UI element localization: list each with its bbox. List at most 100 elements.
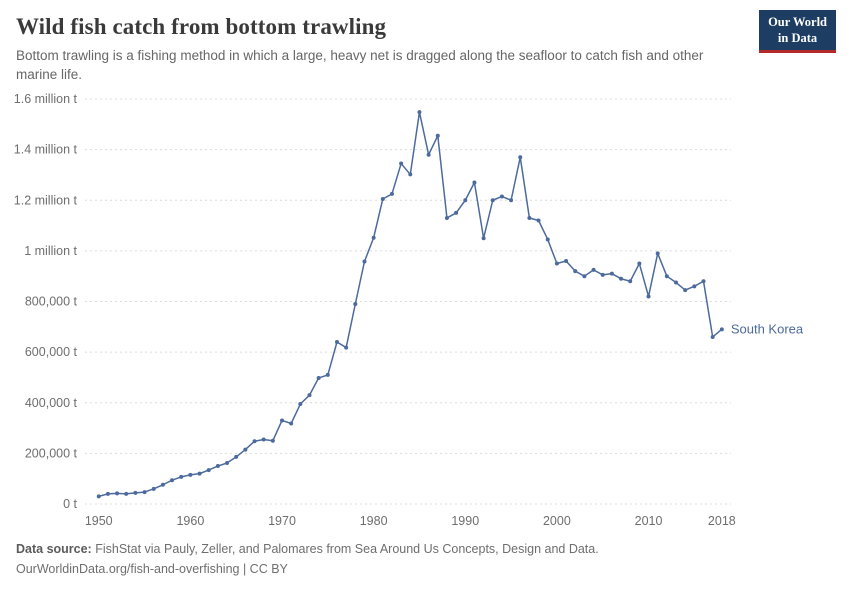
y-axis-tick-label: 800,000 t — [25, 294, 78, 308]
data-point[interactable] — [115, 491, 120, 496]
y-axis-tick-label: 0 t — [63, 497, 77, 511]
y-axis-tick-label: 400,000 t — [25, 396, 78, 410]
data-point[interactable] — [692, 284, 697, 289]
data-point[interactable] — [573, 268, 578, 273]
data-point[interactable] — [509, 198, 514, 203]
data-point[interactable] — [554, 261, 559, 266]
data-point[interactable] — [179, 474, 184, 479]
data-point[interactable] — [719, 327, 724, 332]
data-point[interactable] — [389, 191, 394, 196]
data-point[interactable] — [96, 494, 101, 499]
x-axis-tick-label: 1950 — [85, 514, 113, 528]
data-point[interactable] — [564, 258, 569, 263]
data-point[interactable] — [619, 276, 624, 281]
y-axis-tick-label: 600,000 t — [25, 345, 78, 359]
data-point[interactable] — [435, 133, 440, 138]
data-point[interactable] — [133, 490, 138, 495]
data-point[interactable] — [463, 198, 468, 203]
data-point[interactable] — [417, 109, 422, 114]
source-text: FishStat via Pauly, Zeller, and Palomare… — [91, 541, 599, 556]
data-point[interactable] — [426, 152, 431, 157]
chart-header: Wild fish catch from bottom trawling Our… — [0, 0, 850, 85]
data-point[interactable] — [582, 273, 587, 278]
data-point[interactable] — [536, 218, 541, 223]
data-point[interactable] — [316, 375, 321, 380]
data-point[interactable] — [490, 198, 495, 203]
data-point[interactable] — [142, 489, 147, 494]
data-point[interactable] — [170, 477, 175, 482]
data-point[interactable] — [683, 287, 688, 292]
data-point[interactable] — [353, 301, 358, 306]
data-point[interactable] — [655, 251, 660, 256]
x-axis-tick-label: 1960 — [176, 514, 204, 528]
data-point[interactable] — [160, 482, 165, 487]
line-series[interactable] — [98, 111, 723, 497]
data-point[interactable] — [225, 460, 230, 465]
owid-logo-line1: Our World — [768, 15, 827, 29]
data-point[interactable] — [472, 180, 477, 185]
data-point[interactable] — [206, 467, 211, 472]
owid-logo-line2: in Data — [777, 30, 818, 45]
y-axis-tick-label: 1.6 million t — [14, 92, 78, 106]
data-point[interactable] — [151, 486, 156, 491]
source-label: Data source: — [16, 541, 92, 556]
data-point[interactable] — [215, 463, 220, 468]
x-axis-tick-label: 1980 — [360, 514, 388, 528]
x-axis-tick-label: 2010 — [635, 514, 663, 528]
x-axis-tick-label: 2000 — [543, 514, 571, 528]
y-axis-tick-label: 1.4 million t — [14, 142, 78, 156]
data-point[interactable] — [408, 172, 413, 177]
source-line: Data source: FishStat via Pauly, Zeller,… — [16, 539, 834, 559]
y-axis-tick-label: 1.2 million t — [14, 193, 78, 207]
data-point[interactable] — [454, 210, 459, 215]
data-point[interactable] — [380, 196, 385, 201]
data-point[interactable] — [124, 491, 129, 496]
owid-logo[interactable]: Our World in Data — [759, 10, 836, 54]
data-point[interactable] — [609, 271, 614, 276]
data-point[interactable] — [243, 447, 248, 452]
data-point[interactable] — [628, 279, 633, 284]
data-point[interactable] — [710, 334, 715, 339]
data-point[interactable] — [701, 279, 706, 284]
data-point[interactable] — [289, 421, 294, 426]
data-point[interactable] — [545, 237, 550, 242]
data-point[interactable] — [298, 401, 303, 406]
data-point[interactable] — [280, 418, 285, 423]
data-point[interactable] — [261, 437, 266, 442]
data-point[interactable] — [105, 491, 110, 496]
data-point[interactable] — [591, 267, 596, 272]
data-point[interactable] — [334, 339, 339, 344]
data-point[interactable] — [307, 392, 312, 397]
data-point[interactable] — [499, 194, 504, 199]
series-label[interactable]: South Korea — [731, 321, 804, 336]
data-point[interactable] — [188, 472, 193, 477]
data-point[interactable] — [637, 261, 642, 266]
data-point[interactable] — [252, 439, 257, 444]
chart-footer: Data source: FishStat via Pauly, Zeller,… — [0, 537, 850, 579]
data-point[interactable] — [371, 235, 376, 240]
data-point[interactable] — [600, 272, 605, 277]
line-chart: 0 t 200,000 t 400,000 t 600,000 t 800,000 t 1… — [14, 92, 804, 528]
footer-link[interactable]: OurWorldinData.org/fish-and-overfishing — [16, 561, 240, 576]
x-axis-tick-label: 1990 — [451, 514, 479, 528]
data-point[interactable] — [527, 215, 532, 220]
data-point[interactable] — [674, 280, 679, 285]
data-point[interactable] — [344, 345, 349, 350]
chart-title: Wild fish catch from bottom trawling — [16, 14, 387, 39]
data-point[interactable] — [399, 161, 404, 166]
data-point[interactable] — [234, 454, 239, 459]
data-point[interactable] — [197, 471, 202, 476]
data-point[interactable] — [646, 294, 651, 299]
data-point[interactable] — [325, 372, 330, 377]
license-line: OurWorldinData.org/fish-and-overfishing … — [16, 559, 834, 579]
y-axis-tick-label: 200,000 t — [25, 446, 78, 460]
data-point[interactable] — [481, 236, 486, 240]
data-point[interactable] — [444, 215, 449, 220]
data-point[interactable] — [664, 273, 669, 278]
x-axis-tick-label: 2018 — [708, 514, 736, 528]
y-axis-tick-label: 1 million t — [24, 244, 77, 258]
data-point[interactable] — [362, 259, 367, 264]
data-point[interactable] — [518, 155, 523, 159]
data-point[interactable] — [270, 438, 275, 443]
